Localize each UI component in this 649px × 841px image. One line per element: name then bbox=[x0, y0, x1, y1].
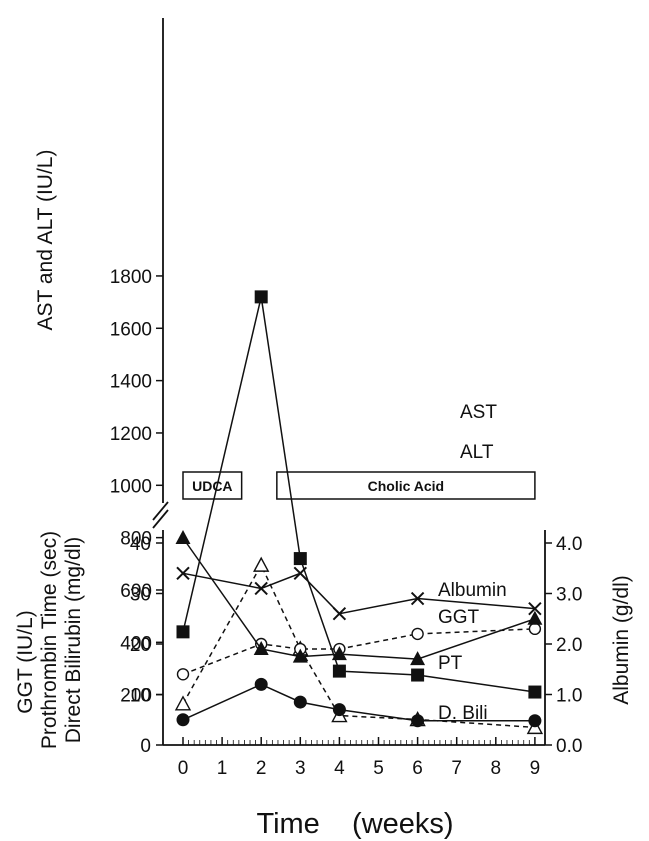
x-tick-label: 8 bbox=[491, 758, 502, 779]
axis-break-mark bbox=[152, 509, 169, 529]
ast-point bbox=[528, 685, 542, 699]
albumin-point bbox=[410, 591, 425, 606]
dbili-point bbox=[176, 713, 190, 727]
pt-point bbox=[527, 610, 543, 625]
x-axis-label: Time (weeks) bbox=[256, 808, 453, 840]
x-tick-label: 3 bbox=[295, 758, 306, 779]
ggt-point bbox=[528, 622, 542, 636]
x-tick-label: 7 bbox=[451, 758, 462, 779]
pt-point bbox=[253, 641, 269, 656]
dbili-point bbox=[528, 714, 542, 728]
albumin-line bbox=[182, 572, 535, 615]
alt-point bbox=[253, 556, 270, 572]
x-tick-label: 0 bbox=[178, 758, 189, 779]
x-tick-label: 4 bbox=[334, 758, 345, 779]
albumin-series-label: Albumin bbox=[438, 580, 507, 601]
ast-point bbox=[293, 552, 307, 566]
pt-line bbox=[182, 537, 536, 660]
treatment-bar bbox=[182, 471, 243, 500]
top-y-tick-label: 600 bbox=[120, 581, 152, 602]
dbili-series-label: D. Bili bbox=[438, 703, 488, 724]
dbili-point bbox=[293, 695, 307, 709]
albumin-point bbox=[528, 601, 542, 616]
right-y-tick-label: 1.0 bbox=[556, 686, 582, 707]
right-y-tick-label: 2.0 bbox=[556, 635, 582, 656]
axis-break-mark bbox=[152, 501, 169, 521]
treatment-bar bbox=[276, 471, 536, 500]
x-tick-label: 9 bbox=[530, 758, 541, 779]
treatment-label: Cholic Acid bbox=[368, 478, 445, 494]
alt-series-label: ALT bbox=[460, 442, 494, 463]
pt-point bbox=[292, 648, 308, 663]
x-tick-label: 5 bbox=[373, 758, 384, 779]
x-tick-label: 1 bbox=[217, 758, 228, 779]
right-y-tick-label: 4.0 bbox=[556, 534, 582, 555]
top-y-tick-label: 1800 bbox=[110, 267, 152, 288]
top-y-tick-label: 1200 bbox=[110, 424, 152, 445]
albumin-point bbox=[332, 606, 347, 621]
albumin-point bbox=[293, 566, 308, 581]
dbili-point bbox=[332, 703, 346, 717]
dbili-point bbox=[411, 714, 425, 728]
ast-point bbox=[411, 668, 425, 682]
treatment-label: UDCA bbox=[192, 478, 232, 494]
ast-point bbox=[254, 290, 268, 304]
x-tick-label: 6 bbox=[412, 758, 423, 779]
right-y-tick-label: 3.0 bbox=[556, 585, 582, 606]
top-y-tick-label: 1400 bbox=[110, 372, 152, 393]
ggt-point bbox=[411, 627, 424, 641]
dbili-point bbox=[254, 677, 268, 691]
x-tick-label: 2 bbox=[256, 758, 267, 779]
albumin-point bbox=[176, 566, 190, 581]
left-y-tick-label: 20 bbox=[130, 635, 151, 656]
top-y-tick-label: 400 bbox=[120, 633, 152, 654]
dbili-line bbox=[182, 683, 535, 722]
right-y-tick-label: 0.0 bbox=[556, 736, 582, 757]
ggt-point bbox=[176, 668, 190, 681]
albumin-axis-label: Albumin (g/dl) bbox=[610, 575, 633, 705]
pt-point bbox=[175, 529, 191, 544]
pt-point bbox=[331, 646, 347, 661]
left-y-tick-label: 10 bbox=[130, 686, 151, 707]
ggt-line bbox=[182, 628, 535, 675]
bilirubin-axis-label: Direct Bilirubin (mg/dl) bbox=[62, 537, 85, 744]
ast-line bbox=[182, 296, 536, 693]
ggt-axis-label: GGT (IU/L) bbox=[14, 610, 37, 713]
top-y-tick-label: 200 bbox=[120, 686, 152, 707]
pt-point bbox=[410, 651, 426, 666]
alt-point bbox=[174, 695, 192, 711]
top-y-tick-label: 800 bbox=[120, 529, 152, 550]
top-y-tick-label: 1600 bbox=[110, 319, 152, 340]
prothrombin-axis-label: Prothrombin Time (sec) bbox=[38, 531, 61, 749]
ggt-series-label: GGT bbox=[438, 607, 480, 628]
top-y-tick-label: 1000 bbox=[110, 476, 152, 497]
ast-point bbox=[332, 664, 346, 678]
left-y-tick-label: 30 bbox=[130, 585, 151, 606]
pt-series-label: PT bbox=[438, 653, 463, 674]
ast-point bbox=[176, 625, 190, 639]
left-y-tick-label: 40 bbox=[130, 534, 151, 555]
top-y-axis-label: AST and ALT (IU/L) bbox=[34, 150, 57, 331]
albumin-point bbox=[254, 581, 268, 596]
ast-series-label: AST bbox=[460, 402, 497, 423]
left-y-tick-label: 0 bbox=[140, 736, 151, 757]
